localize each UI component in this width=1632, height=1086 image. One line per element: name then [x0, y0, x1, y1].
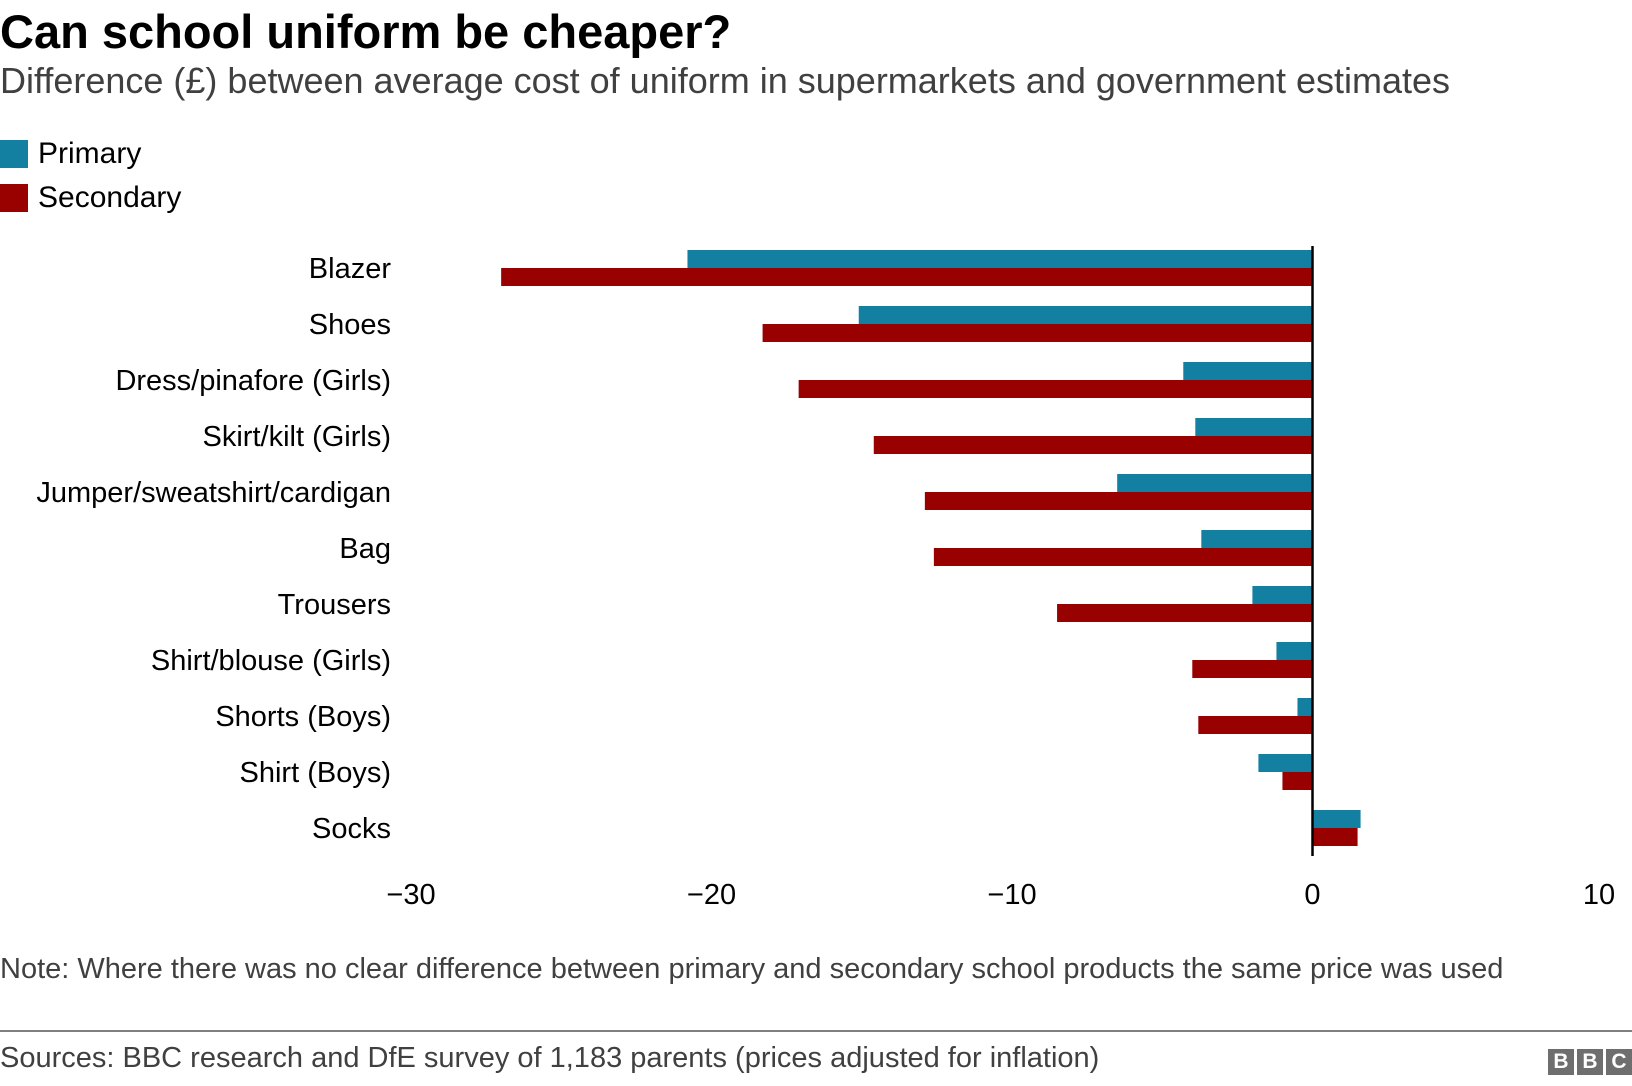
- bbc-logo-letter: B: [1577, 1049, 1603, 1075]
- bar-secondary: [924, 492, 1313, 510]
- category-label: Shoes: [309, 309, 391, 341]
- chart-title: Can school uniform be cheaper?: [0, 5, 732, 58]
- category-label: Bag: [339, 533, 391, 565]
- bar-secondary: [798, 380, 1313, 398]
- bbc-logo: B B C: [1548, 1049, 1632, 1075]
- bbc-logo-letter: B: [1548, 1049, 1574, 1075]
- bar-primary: [1201, 530, 1313, 548]
- category-label: Skirt/kilt (Girls): [203, 421, 391, 453]
- bar-primary: [1276, 642, 1313, 660]
- x-tick-label: −30: [386, 879, 435, 911]
- bar-secondary: [1312, 828, 1358, 846]
- category-label: Shirt (Boys): [240, 757, 391, 789]
- bar-primary: [1312, 810, 1361, 828]
- bar-secondary: [873, 436, 1313, 454]
- chart-note: Note: Where there was no clear differenc…: [0, 953, 1504, 985]
- chart-subtitle: Difference (£) between average cost of u…: [0, 60, 1451, 101]
- category-label: Trousers: [278, 589, 391, 621]
- divider: [0, 1030, 1632, 1032]
- bar-secondary: [933, 548, 1313, 566]
- legend-swatch-primary: [0, 140, 28, 168]
- legend-item-secondary: Secondary: [0, 181, 181, 215]
- category-label: Dress/pinafore (Girls): [115, 365, 391, 397]
- bar-primary: [1117, 474, 1313, 492]
- legend-swatch-secondary: [0, 184, 28, 212]
- legend-label-secondary: Secondary: [38, 181, 182, 214]
- category-label: Socks: [312, 813, 391, 845]
- category-label: Blazer: [309, 253, 392, 285]
- x-tick-label: −20: [687, 879, 736, 911]
- bar-secondary: [1057, 604, 1313, 622]
- category-label: Jumper/sweatshirt/cardigan: [36, 477, 391, 509]
- bar-secondary: [1198, 716, 1313, 734]
- x-tick-label: −10: [987, 879, 1036, 911]
- bar-secondary: [501, 268, 1313, 286]
- bbc-logo-letter: C: [1606, 1049, 1632, 1075]
- legend-item-primary: Primary: [0, 137, 141, 171]
- bar-primary: [1258, 754, 1313, 772]
- bar-primary: [1297, 698, 1313, 716]
- plot-area: Blazer Shoes Dress/pinafore (Girls) Skirt/k…: [36, 246, 1615, 911]
- category-label: Shirt/blouse (Girls): [151, 645, 391, 677]
- bar-primary: [1183, 362, 1313, 380]
- bar-primary: [858, 306, 1313, 324]
- chart-source: Sources: BBC research and DfE survey of …: [0, 1042, 1100, 1074]
- legend-label-primary: Primary: [38, 137, 142, 170]
- bar-primary: [1195, 418, 1313, 436]
- bar-primary: [1252, 586, 1313, 604]
- bar-secondary: [1192, 660, 1313, 678]
- bar-secondary: [1282, 772, 1313, 790]
- x-tick-label: 0: [1304, 879, 1320, 911]
- category-label: Shorts (Boys): [215, 701, 391, 733]
- bar-secondary: [762, 324, 1313, 342]
- bar-primary: [687, 250, 1313, 268]
- x-tick-label: 10: [1583, 879, 1615, 911]
